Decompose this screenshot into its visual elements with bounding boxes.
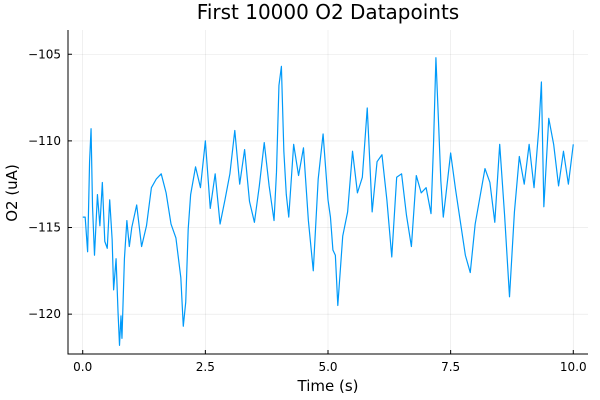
series-layer <box>82 57 574 346</box>
series-line <box>82 57 574 346</box>
x-tick-label: 7.5 <box>441 360 460 374</box>
axis-ticks: 0.0 2.5 5.0 7.5 10.0 −120 −115 −110 −105 <box>28 47 587 374</box>
chart-title: First 10000 O2 Datapoints <box>197 0 459 24</box>
x-tick-label: 0.0 <box>73 360 92 374</box>
y-tick-label: −110 <box>28 134 61 148</box>
grid <box>68 30 588 354</box>
y-tick-label: −105 <box>28 47 61 61</box>
x-tick-label: 10.0 <box>560 360 587 374</box>
y-tick-label: −115 <box>28 221 61 235</box>
axis-frame <box>67 30 588 355</box>
y-axis-label: O2 (uA) <box>3 164 21 222</box>
x-tick-label: 2.5 <box>196 360 215 374</box>
y-tick-label: −120 <box>28 307 61 321</box>
x-axis-label: Time (s) <box>297 377 359 395</box>
x-tick-label: 5.0 <box>318 360 337 374</box>
